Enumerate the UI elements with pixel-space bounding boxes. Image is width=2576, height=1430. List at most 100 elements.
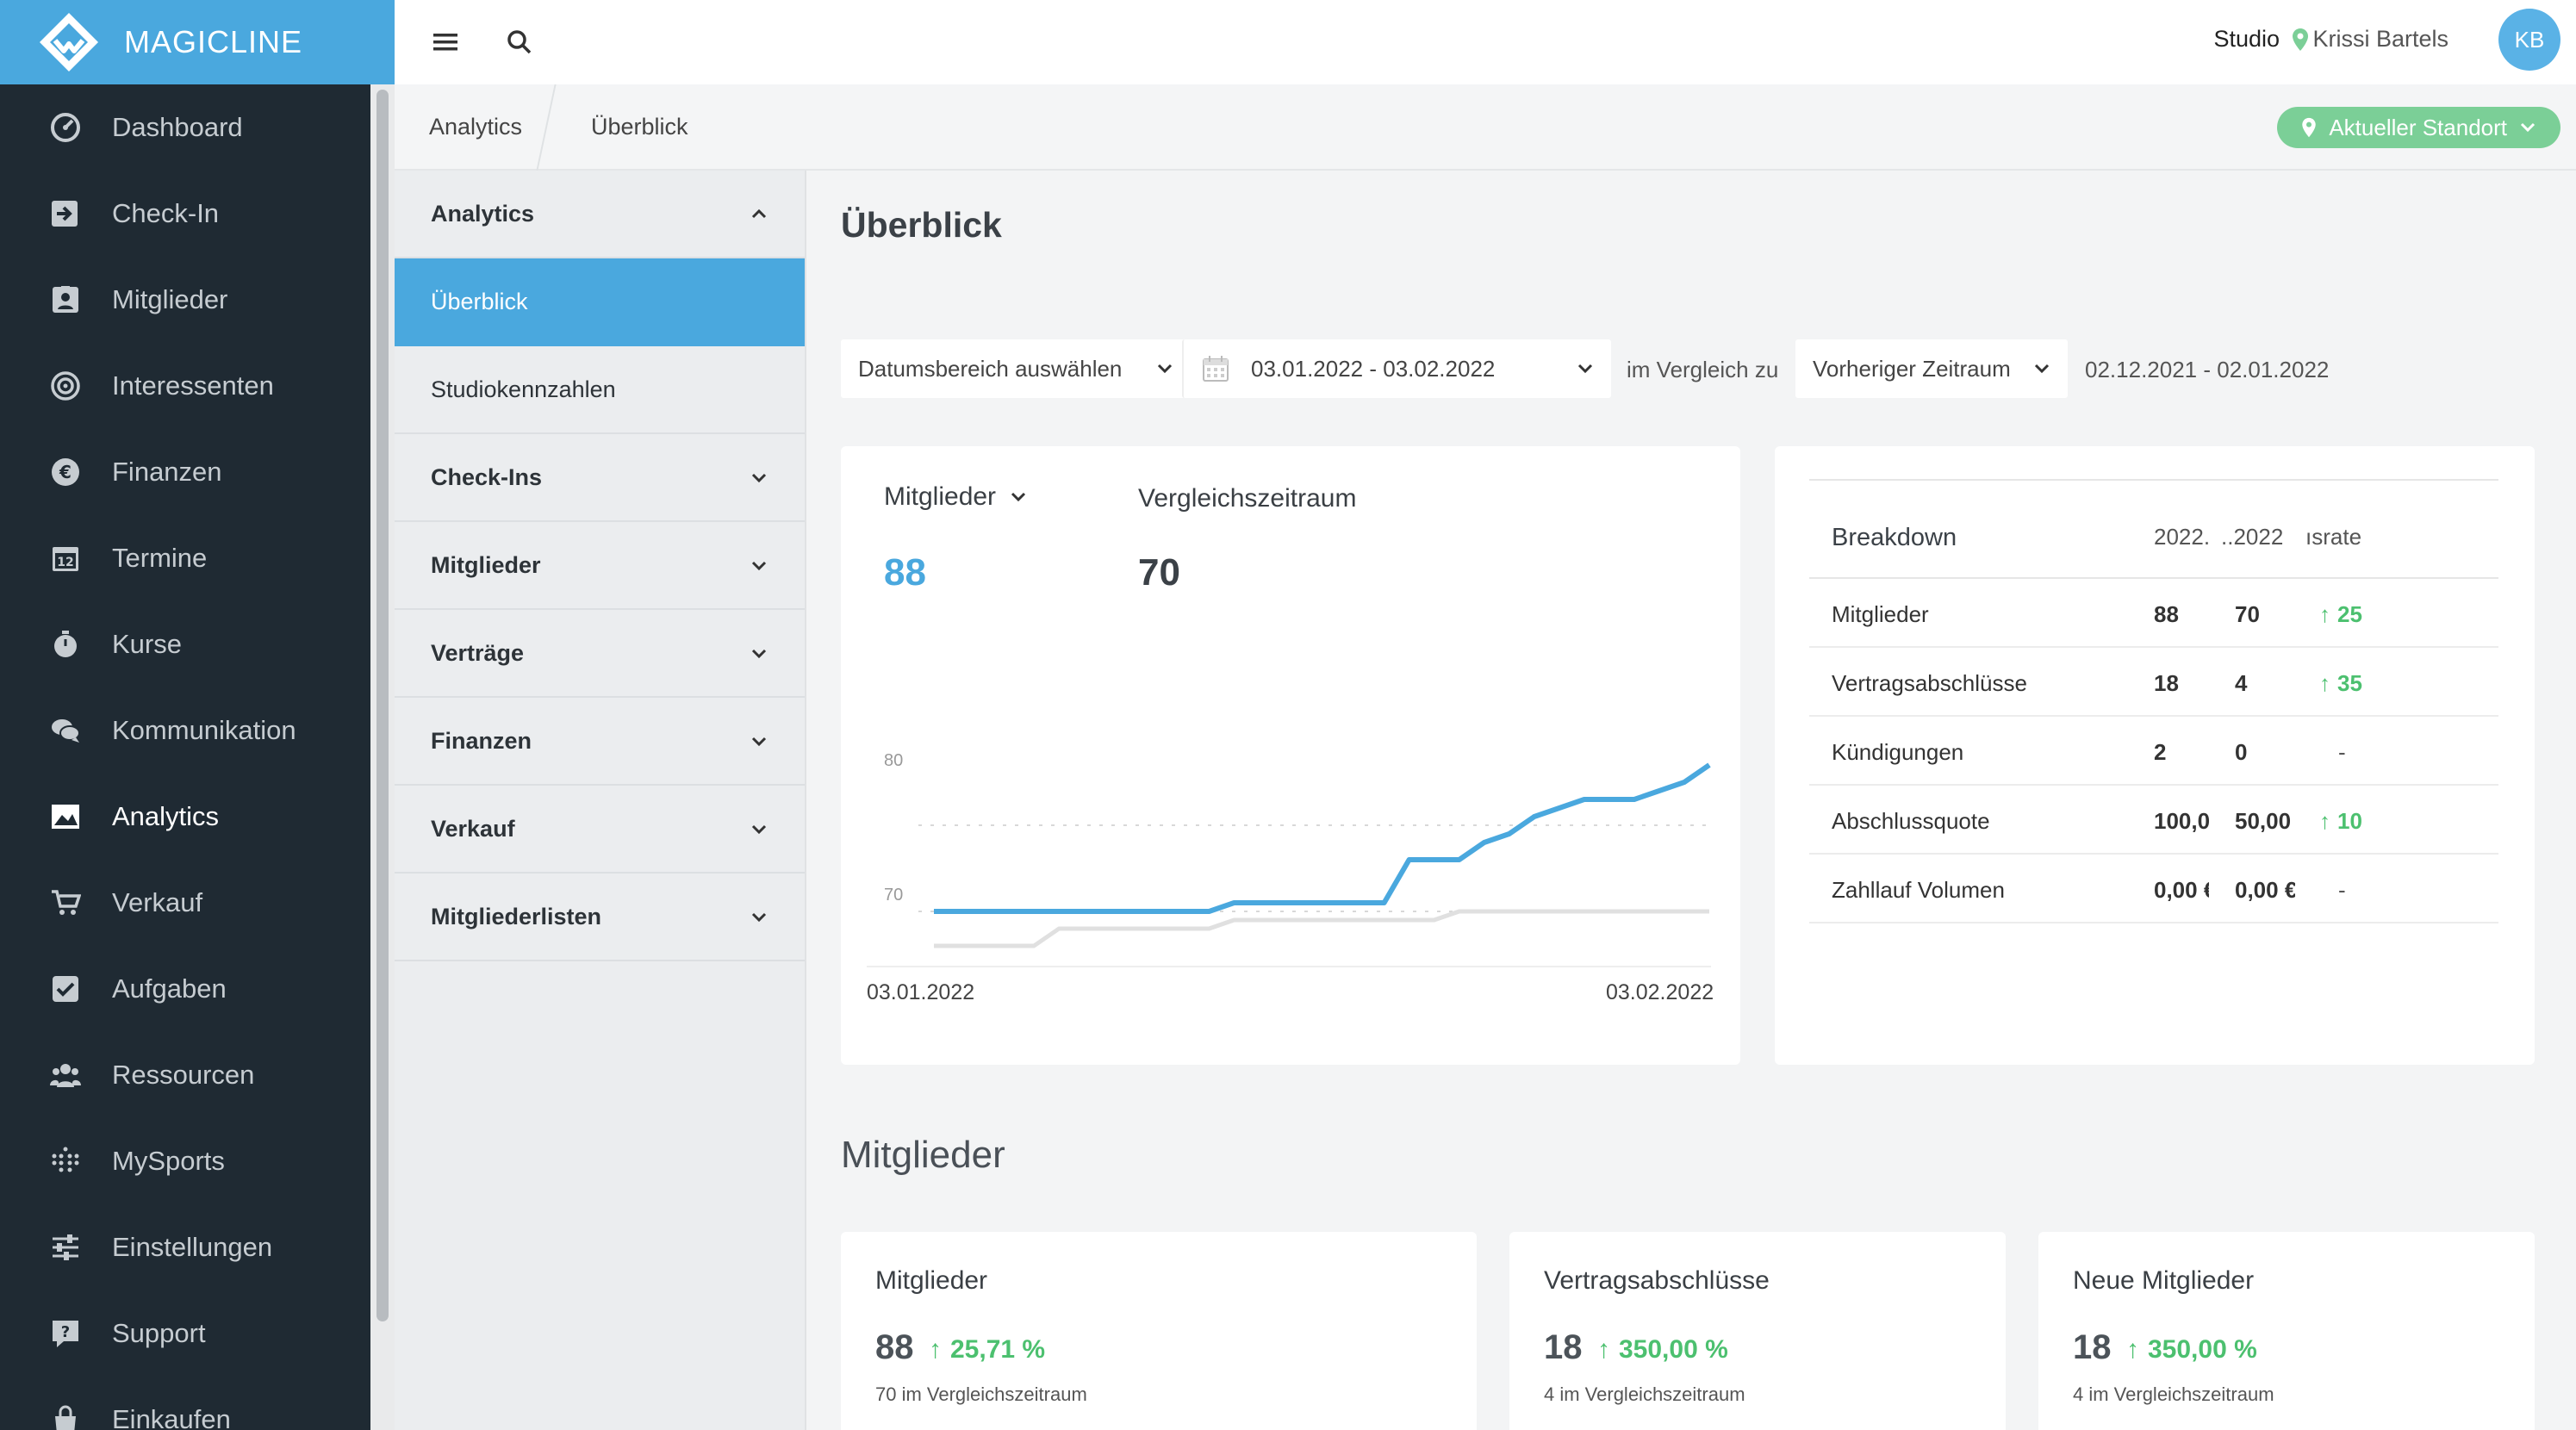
submenu-analytics[interactable]: Analytics	[395, 171, 805, 258]
sidebar-item-label: Einstellungen	[112, 1232, 273, 1262]
svg-text:?: ?	[61, 1323, 70, 1341]
sidebar-item-label: Kommunikation	[112, 715, 296, 745]
comparison-title: Vergleichszeitraum	[1138, 484, 1357, 513]
location-button[interactable]: Aktueller Standort	[2277, 107, 2560, 148]
chevron-down-icon	[751, 473, 767, 483]
sidebar-item-einkaufen[interactable]: Einkaufen	[0, 1377, 369, 1430]
chevron-down-icon	[1577, 364, 1593, 374]
sidebar-item-interessenten[interactable]: Interessenten	[0, 343, 369, 429]
sidebar-item-kurse[interactable]: Kurse	[0, 601, 369, 687]
sidebar-item-label: Finanzen	[112, 457, 222, 487]
cart-icon	[48, 886, 83, 920]
sidebar-item-finanzen[interactable]: € Finanzen	[0, 429, 369, 515]
breakdown-row: Zahllauf Volumen 0,00 € 0,00 € -	[1809, 855, 2498, 923]
breakdown-header-divider	[1809, 577, 2498, 579]
page-title: Überblick	[841, 205, 1002, 245]
submenu-checkins[interactable]: Check-Ins	[395, 434, 805, 522]
hamburger-menu-icon[interactable]	[426, 22, 465, 62]
question-icon: ?	[48, 1316, 83, 1351]
breakdown-current-value: 18	[2154, 670, 2179, 696]
submenu-mitgliederlisten[interactable]: Mitgliederlisten	[395, 874, 805, 961]
chevron-down-icon	[751, 561, 767, 571]
kpi-title: Vertragsabschlüsse	[1544, 1266, 1770, 1295]
breakdown-current-value: 100,0	[2154, 808, 2209, 834]
kpi-value: 18	[1544, 1328, 1583, 1366]
sidebar-item-analytics[interactable]: Analytics	[0, 774, 369, 860]
kpi-card[interactable]: Neue Mitglieder 18 ↑ 350,00 % 4 im Vergleich…	[2038, 1232, 2535, 1430]
submenu-vertraege-label: Verträge	[431, 639, 525, 666]
sidebar-item-label: Dashboard	[112, 112, 243, 142]
sidebar-item-dashboard[interactable]: Dashboard	[0, 84, 369, 171]
dots-grid-icon	[48, 1144, 83, 1178]
submenu-ueberblick[interactable]: Überblick	[395, 258, 805, 346]
current-value: 88	[884, 551, 926, 594]
chart-grid	[867, 824, 1711, 967]
kpi-title: Neue Mitglieder	[2073, 1266, 2255, 1295]
date-range-preset-select[interactable]: Datumsbereich auswählen	[841, 339, 1191, 398]
breakdown-row-label: Zahllauf Volumen	[1832, 877, 2005, 903]
arrow-up-icon: ↑	[2319, 808, 2330, 834]
submenu-vertraege[interactable]: Verträge	[395, 610, 805, 698]
breakdown-row: Abschlussquote 100,0 50,00 ↑ 10	[1809, 786, 2498, 855]
avatar[interactable]: KB	[2498, 9, 2560, 71]
breakdown-col-rate: ısrate	[2305, 524, 2362, 550]
top-bar: Studio Krissi Bartels KB	[395, 0, 2576, 84]
chevron-down-icon	[2520, 122, 2536, 133]
submenu-studiokennzahlen[interactable]: Studiokennzahlen	[395, 346, 805, 434]
submenu-verkauf[interactable]: Verkauf	[395, 786, 805, 874]
kpi-comparison: 4 im Vergleichszeitraum	[1544, 1383, 1745, 1405]
sidebar-item-aufgaben[interactable]: Aufgaben	[0, 946, 369, 1032]
speedometer-icon	[48, 110, 83, 145]
sidebar-item-einstellungen[interactable]: Einstellungen	[0, 1204, 369, 1290]
submenu-ueberblick-label: Überblick	[431, 288, 528, 314]
brand-logo[interactable]: MAGICLINE	[0, 0, 395, 84]
breakdown-col-current: .2022	[2154, 524, 2211, 550]
sidebar-item-kommunikation[interactable]: Kommunikation	[0, 687, 369, 774]
y-tick-70: 70	[884, 886, 904, 905]
kpi-delta: 350,00 %	[2148, 1335, 2257, 1364]
breakdown-current-value: 0,00 €	[2154, 877, 2209, 903]
main-sidebar: MAGICLINE Dashboard Check-In Mitglieder Int…	[0, 0, 395, 1430]
stopwatch-icon	[48, 627, 83, 662]
sidebar-scrollbar[interactable]	[370, 84, 395, 1430]
breakdown-top-divider	[1809, 479, 2498, 481]
breakdown-current-value: 2	[2154, 739, 2167, 765]
comparison-value: 70	[1138, 551, 1180, 594]
compare-period-select[interactable]: Vorheriger Zeitraum	[1795, 339, 2068, 398]
submenu-mitglieder[interactable]: Mitglieder	[395, 522, 805, 610]
sidebar-item-label: Verkauf	[112, 887, 203, 917]
submenu-mitgliederlisten-label: Mitgliederlisten	[431, 903, 602, 930]
map-pin-icon	[2293, 28, 2308, 51]
user-name[interactable]: Krissi Bartels	[2312, 26, 2448, 52]
kpi-card[interactable]: Mitglieder 88 ↑ 25,71 % 70 im Vergleichszeit…	[841, 1232, 1477, 1430]
shop-icon	[48, 1402, 83, 1430]
breakdown-row: Vertragsabschlüsse 18 4 ↑ 35	[1809, 648, 2498, 717]
sidebar-item-mysports[interactable]: MySports	[0, 1118, 369, 1204]
map-pin-icon	[2302, 117, 2317, 138]
sidebar-item-check-in[interactable]: Check-In	[0, 171, 369, 257]
sidebar-scroll-thumb[interactable]	[376, 90, 389, 1321]
chart-icon	[48, 799, 83, 834]
submenu-studiokennzahlen-label: Studiokennzahlen	[431, 376, 616, 402]
arrow-up-icon: ↑	[2319, 601, 2330, 627]
metric-chart-card: Mitglieder Vergleichszeitraum 88 70 80 7…	[841, 446, 1740, 1065]
studio-selector[interactable]: Studio	[2213, 26, 2309, 53]
metric-select[interactable]: Mitglieder	[884, 482, 1027, 512]
breakdown-current-value: 88	[2154, 601, 2179, 627]
members-line-chart	[867, 762, 1711, 967]
sliders-icon	[48, 1230, 83, 1265]
sidebar-item-verkauf[interactable]: Verkauf	[0, 860, 369, 946]
submenu-finanzen[interactable]: Finanzen	[395, 698, 805, 786]
search-icon[interactable]	[500, 22, 539, 62]
breadcrumb-analytics[interactable]: Analytics	[429, 114, 523, 140]
svg-text:12: 12	[57, 556, 73, 569]
sidebar-item-termine[interactable]: 12 Termine	[0, 515, 369, 601]
sidebar-item-support[interactable]: ? Support	[0, 1290, 369, 1377]
sidebar-item-mitglieder[interactable]: Mitglieder	[0, 257, 369, 343]
kpi-card[interactable]: Vertragsabschlüsse 18 ↑ 350,00 % 4 im Vergle…	[1509, 1232, 2006, 1430]
kpi-title: Mitglieder	[875, 1266, 988, 1295]
date-range-picker[interactable]: 03.01.2022 - 03.02.2022	[1182, 339, 1611, 398]
sidebar-item-ressourcen[interactable]: Ressourcen	[0, 1032, 369, 1118]
location-button-label: Aktueller Standort	[2329, 114, 2507, 140]
breadcrumb: Analytics Überblick Aktueller Standort	[395, 84, 2576, 171]
